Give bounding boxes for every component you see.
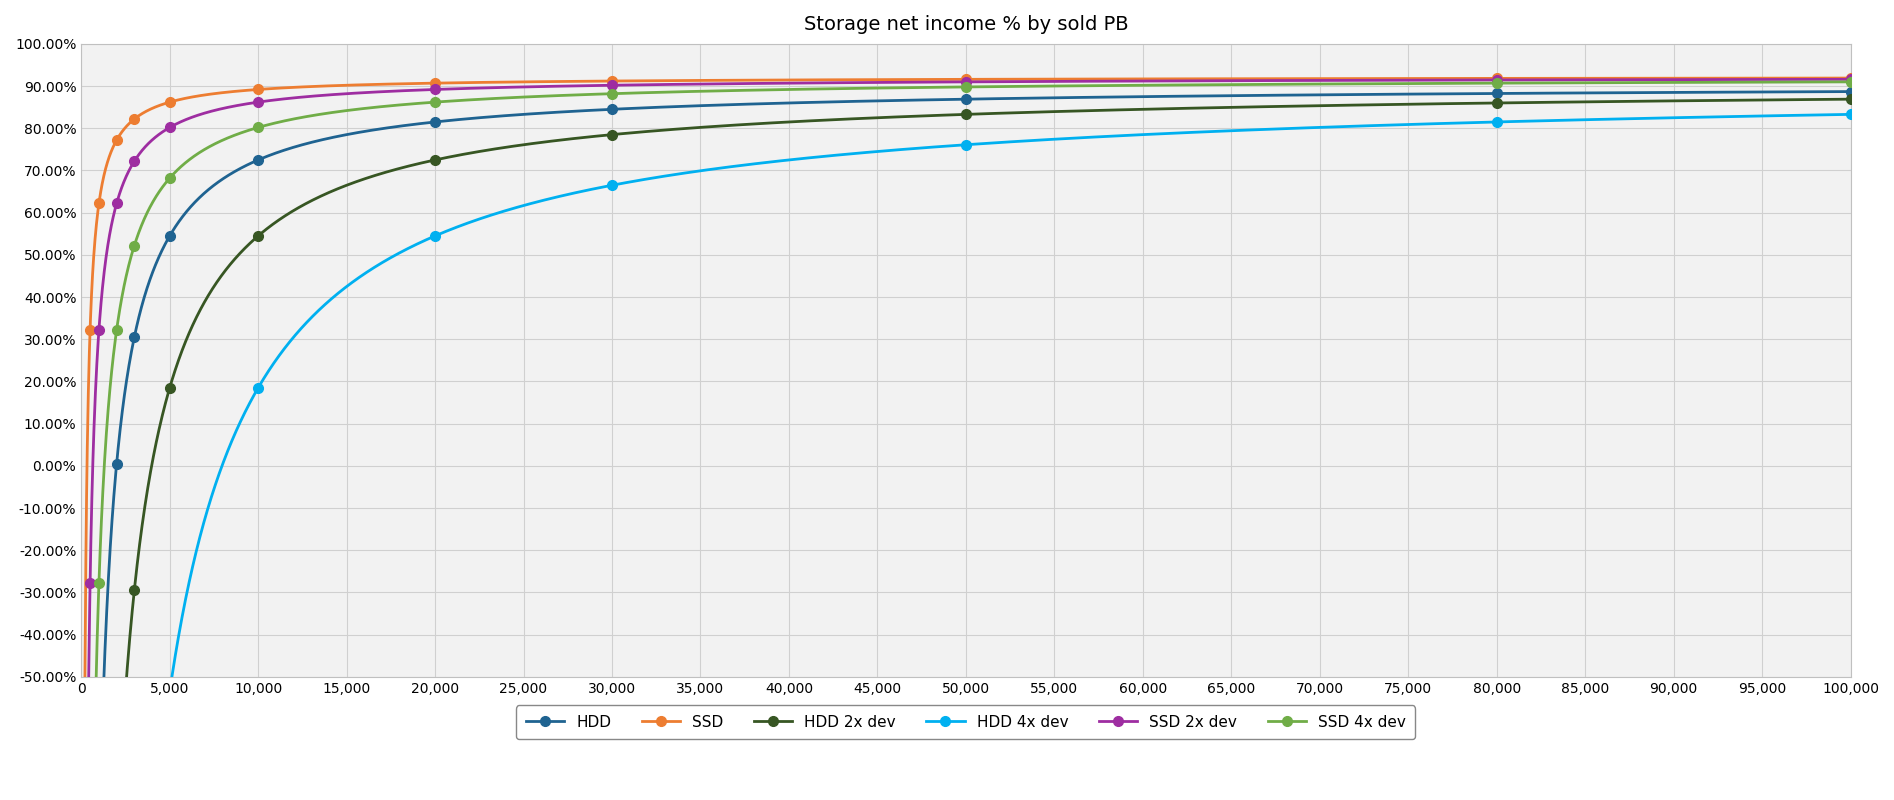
Legend: HDD, SSD, HDD 2x dev, HDD 4x dev, SSD 2x dev, SSD 4x dev: HDD, SSD, HDD 2x dev, HDD 4x dev, SSD 2x… bbox=[517, 706, 1415, 739]
Title: Storage net income % by sold PB: Storage net income % by sold PB bbox=[803, 15, 1129, 34]
